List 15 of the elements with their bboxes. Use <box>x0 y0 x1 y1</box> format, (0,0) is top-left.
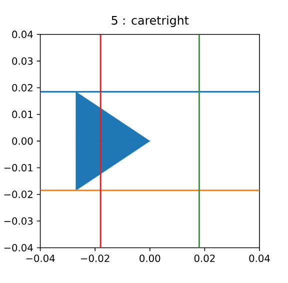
chart-title: 5 : caretright <box>112 16 189 27</box>
x-tick-label: 0.00 <box>140 254 160 262</box>
y-tick-label: 0.02 <box>12 84 32 92</box>
y-tick-label: −0.03 <box>4 217 33 225</box>
y-tick-label: −0.02 <box>4 190 32 198</box>
y-tick-label: −0.04 <box>4 244 33 252</box>
x-tick-label: 0.04 <box>249 254 270 262</box>
y-tick-label: 0.01 <box>12 110 32 118</box>
y-tick-label: −0.01 <box>4 164 32 172</box>
y-tick-label: 0.00 <box>12 137 33 145</box>
y-tick-label: 0.03 <box>12 57 33 65</box>
x-tick-label: 0.02 <box>194 254 215 262</box>
x-tick-label: −0.02 <box>81 254 110 262</box>
y-tick-label: 0.04 <box>12 30 33 38</box>
x-tick-label: −0.04 <box>26 254 55 262</box>
